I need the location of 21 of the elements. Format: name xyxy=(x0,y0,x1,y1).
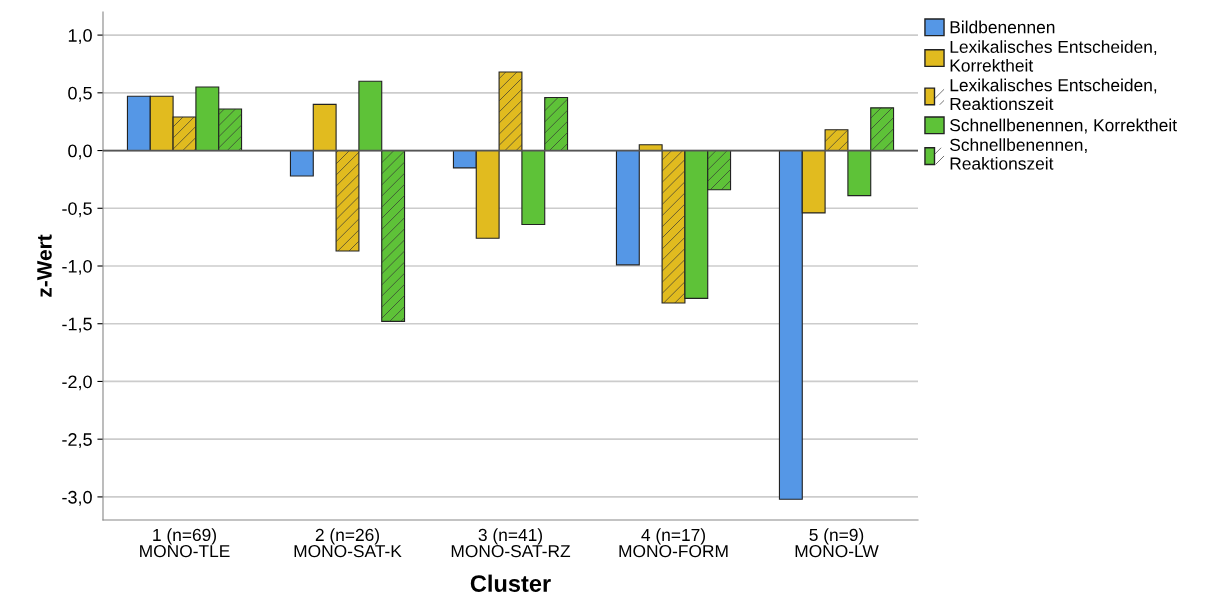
y-tick-label: -3,0 xyxy=(62,490,92,506)
y-tick-label: -0,5 xyxy=(62,202,92,218)
x-tick-label: 2 (n=26) MONO-SAT-K xyxy=(294,528,402,558)
legend-label: Bildbenennen xyxy=(950,20,1055,34)
y-tick-label: 0,5 xyxy=(68,86,92,102)
x-tick-label: 4 (n=17) MONO-FORM xyxy=(619,528,728,558)
x-tick-label: 3 (n=41) MONO-SAT-RZ xyxy=(451,528,571,558)
legend-label: Lexikalisches Entscheiden, Korrektheit xyxy=(950,40,1157,72)
y-tick-label: -2,0 xyxy=(62,375,92,391)
x-tick-label: 1 (n=69) MONO-TLE xyxy=(140,528,230,558)
y-tick-label: -1,5 xyxy=(62,317,92,333)
y-tick-label: -1,0 xyxy=(62,259,92,275)
legend-label: Schnellbenennen, Korrektheit xyxy=(950,118,1177,134)
y-tick-label: 1,0 xyxy=(68,29,92,44)
y-tick-label: -2,5 xyxy=(62,433,92,449)
y-axis-title: z-Wert xyxy=(37,234,52,297)
x-axis-title: Cluster xyxy=(470,574,551,592)
legend-label: Lexikalisches Entscheiden, Reaktionszeit xyxy=(950,78,1157,111)
y-tick-label: 0,0 xyxy=(68,144,92,160)
x-tick-label: 5 (n=9) MONO-LW xyxy=(795,528,879,558)
legend-label: Schnellbenennen, Reaktionszeit xyxy=(950,138,1087,170)
